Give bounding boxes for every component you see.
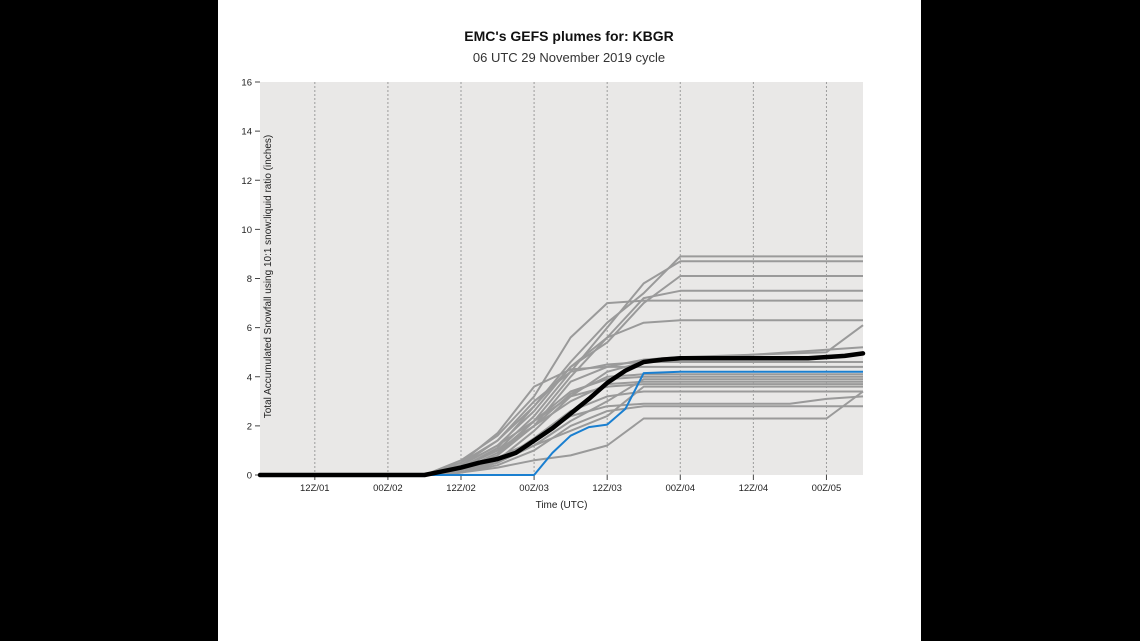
x-tick-label: 12Z/02 <box>446 483 476 494</box>
y-tick-label: 4 <box>247 372 252 383</box>
y-tick-label: 12 <box>241 176 252 187</box>
x-tick-label: 00Z/03 <box>519 483 549 494</box>
y-axis: 0 2 4 6 8 10 12 14 16 <box>241 78 260 482</box>
x-tick-label: 00Z/05 <box>812 483 842 494</box>
ensemble-mean <box>257 351 866 478</box>
y-tick-label: 14 <box>241 127 252 138</box>
chart-title: EMC's GEFS plumes for: KBGR <box>464 28 673 44</box>
y-tick-label: 16 <box>241 78 252 89</box>
x-axis-label: Time (UTC) <box>536 500 588 511</box>
vertical-grid <box>314 82 827 475</box>
member-line <box>260 299 863 476</box>
y-tick-label: 0 <box>247 471 252 482</box>
y-tick-label: 2 <box>247 421 252 432</box>
y-axis-label: Total Accumulated Snowfall using 10:1 sn… <box>263 135 274 419</box>
control-member <box>260 370 863 476</box>
plot-area <box>260 82 863 475</box>
x-tick-label: 00Z/04 <box>665 483 695 494</box>
x-tick-label: 12Z/01 <box>300 483 330 494</box>
x-tick-label: 12Z/04 <box>739 483 769 494</box>
control-line <box>260 370 863 476</box>
member-line <box>260 365 863 476</box>
x-tick-label: 12Z/03 <box>592 483 622 494</box>
y-tick-label: 8 <box>247 274 252 285</box>
chart-subtitle: 06 UTC 29 November 2019 cycle <box>473 50 665 65</box>
member-line <box>260 378 863 476</box>
x-axis: 12Z/01 00Z/02 12Z/02 00Z/03 12Z/03 00Z/04 12Z/… <box>300 475 841 494</box>
chart-panel: EMC's GEFS plumes for: KBGR 06 UTC 29 No… <box>218 0 921 641</box>
y-tick-label: 10 <box>241 225 252 236</box>
mean-line <box>257 351 866 478</box>
plume-chart: EMC's GEFS plumes for: KBGR 06 UTC 29 No… <box>241 28 866 511</box>
x-tick-label: 00Z/02 <box>373 483 403 494</box>
y-tick-label: 6 <box>247 323 252 334</box>
